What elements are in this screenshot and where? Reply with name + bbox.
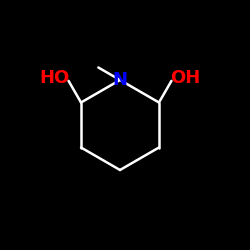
Text: OH: OH bbox=[170, 69, 200, 87]
Text: N: N bbox=[112, 71, 128, 89]
Text: HO: HO bbox=[40, 69, 70, 87]
